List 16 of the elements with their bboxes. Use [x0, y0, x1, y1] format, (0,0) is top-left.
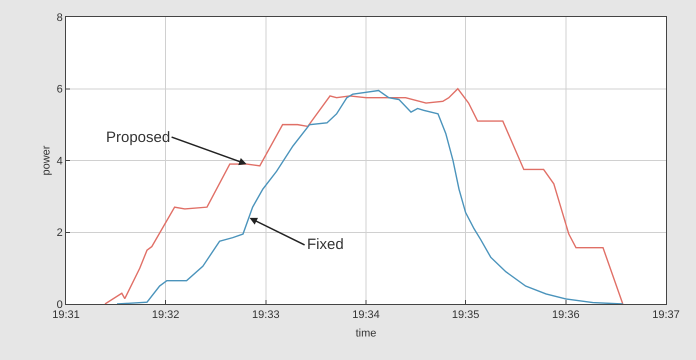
x-tick-label: 19:35: [452, 309, 480, 322]
x-axis-title: time: [356, 327, 376, 340]
y-tick-label: 0: [56, 298, 63, 311]
annotation: Fixed: [307, 236, 344, 253]
x-tick-label: 19:37: [652, 309, 680, 322]
x-tick-label: 19:34: [352, 309, 380, 322]
x-tick-label: 19:33: [252, 309, 280, 322]
x-tick-label: 19:36: [552, 309, 580, 322]
y-tick-label: 6: [56, 84, 63, 96]
annotation: Proposed: [106, 129, 170, 146]
y-axis-title: power: [40, 145, 52, 176]
y-tick-label: 2: [56, 227, 63, 240]
x-tick-label: 19:32: [152, 309, 180, 322]
y-tick-label: 8: [56, 12, 63, 24]
y-tick-label: 4: [56, 155, 63, 168]
x-tick-label: 19:31: [52, 309, 80, 322]
